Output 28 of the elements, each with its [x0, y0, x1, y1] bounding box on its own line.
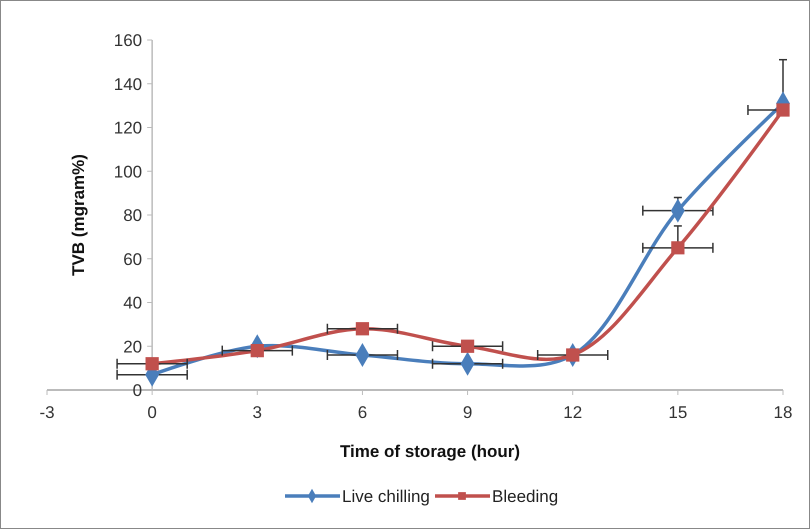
- y-tick-label: 40: [123, 294, 142, 312]
- x-tick-label: 9: [462, 403, 472, 422]
- y-tick-label: 120: [114, 118, 142, 138]
- legend-label: Live chilling: [342, 487, 430, 506]
- legend-label: Bleeding: [492, 487, 558, 506]
- y-tick-label: 140: [114, 74, 142, 94]
- point: [460, 340, 474, 353]
- y-tick-label: 80: [123, 206, 142, 225]
- x-axis-title: Time of storage (hour): [340, 442, 520, 461]
- x-tick-label: 3: [252, 403, 262, 422]
- y-tick-label: 20: [123, 337, 142, 356]
- x-tick-label: -3: [39, 403, 55, 422]
- point: [146, 357, 159, 370]
- point: [671, 241, 684, 254]
- point: [566, 348, 580, 362]
- point: [356, 322, 370, 336]
- point: [250, 344, 264, 358]
- x-tick-label: 18: [774, 403, 792, 422]
- x-tick-label: 6: [358, 403, 368, 422]
- y-tick-label: 0: [132, 381, 142, 400]
- y-tick-label: 60: [123, 250, 142, 269]
- y-tick-label: 160: [114, 31, 142, 50]
- point: [776, 103, 790, 117]
- x-tick-label: 0: [147, 403, 157, 422]
- y-axis-title: TVB (mgram%): [69, 154, 88, 276]
- x-tick-label: 15: [668, 403, 688, 422]
- y-tick-label: 100: [114, 162, 142, 182]
- x-tick-label: 12: [563, 403, 582, 422]
